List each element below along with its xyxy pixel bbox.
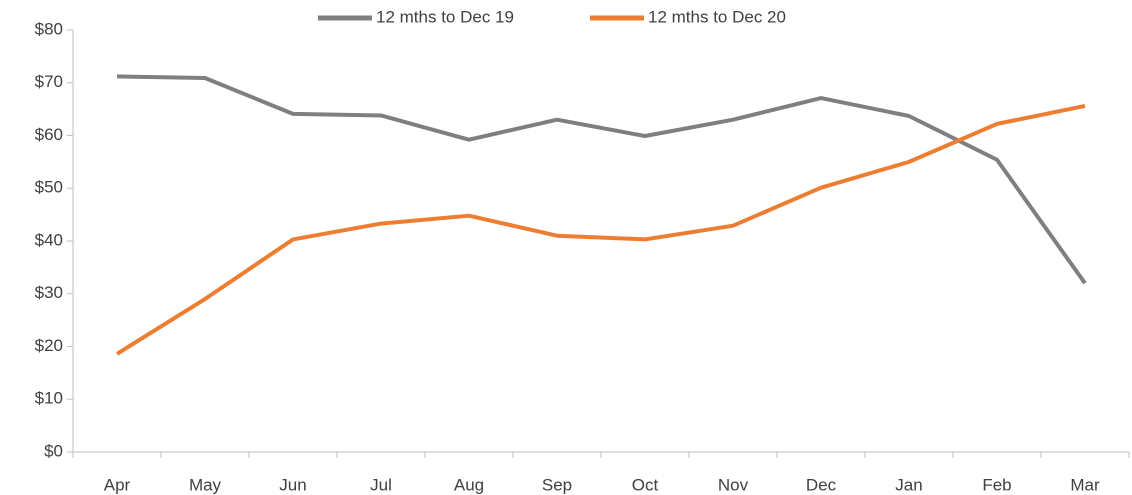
x-tick-label: Jul [370, 475, 392, 494]
series-line [116, 74, 1087, 285]
x-tick-label: Mar [1070, 475, 1100, 494]
y-tick-label: $30 [35, 283, 63, 302]
x-tick-label: Feb [982, 475, 1011, 494]
x-tick-label: Oct [632, 475, 659, 494]
y-tick-label: $70 [35, 72, 63, 91]
y-tick-label: $80 [35, 19, 63, 38]
x-tick-label: Aug [454, 475, 484, 494]
x-tick-label: Apr [104, 475, 131, 494]
y-tick-label: $60 [35, 125, 63, 144]
y-tick-label: $40 [35, 230, 63, 249]
y-tick-label: $50 [35, 178, 63, 197]
legend-label: 12 mths to Dec 19 [376, 7, 514, 26]
legend-label: 12 mths to Dec 20 [648, 7, 786, 26]
y-tick-label: $20 [35, 336, 63, 355]
series-line [115, 104, 1086, 356]
x-tick-label: Jan [895, 475, 922, 494]
y-tick-label: $10 [35, 389, 63, 408]
x-tick-label: May [189, 475, 222, 494]
y-tick-label: $0 [44, 441, 63, 460]
x-tick-label: Dec [806, 475, 837, 494]
x-tick-label: Sep [542, 475, 572, 494]
x-tick-label: Nov [718, 475, 749, 494]
x-tick-label: Jun [279, 475, 306, 494]
